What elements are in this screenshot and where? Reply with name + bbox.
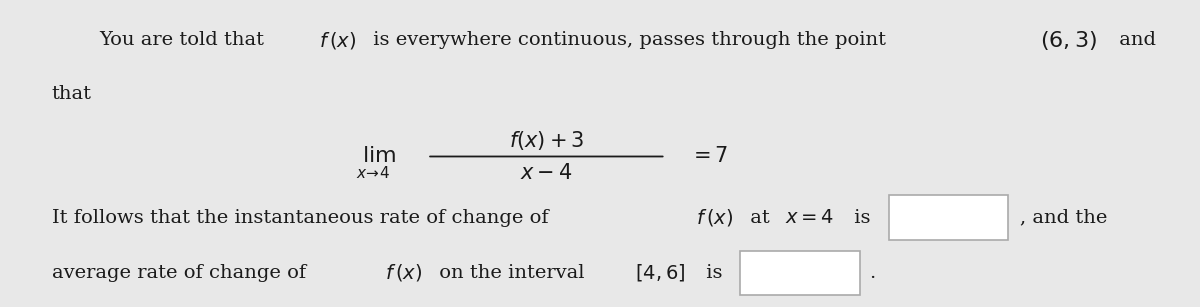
- Text: is: is: [848, 209, 870, 227]
- Text: $f\,(x)$: $f\,(x)$: [319, 29, 356, 51]
- Text: $= 7$: $= 7$: [689, 146, 728, 166]
- Text: at: at: [744, 209, 775, 227]
- Text: $x = 4$: $x = 4$: [785, 209, 834, 227]
- Text: is: is: [700, 264, 722, 282]
- Text: $x \!\to\! 4$: $x \!\to\! 4$: [355, 165, 390, 181]
- Text: and: and: [1112, 31, 1156, 49]
- Text: You are told that: You are told that: [100, 31, 271, 49]
- Text: , and the: , and the: [1020, 209, 1108, 227]
- Text: is everywhere continuous, passes through the point: is everywhere continuous, passes through…: [366, 31, 892, 49]
- Text: on the interval: on the interval: [433, 264, 590, 282]
- Text: $x - 4$: $x - 4$: [520, 163, 572, 183]
- Text: $(6, 3)$: $(6, 3)$: [1039, 29, 1097, 52]
- Text: $\lim$: $\lim$: [361, 146, 396, 168]
- Text: $f\,(x)$: $f\,(x)$: [385, 262, 422, 283]
- FancyBboxPatch shape: [740, 251, 859, 295]
- Text: It follows that the instantaneous rate of change of: It follows that the instantaneous rate o…: [52, 209, 554, 227]
- Text: $[4, 6]$: $[4, 6]$: [635, 262, 685, 283]
- Text: $f\,(x)$: $f\,(x)$: [696, 207, 733, 228]
- Text: .: .: [869, 264, 875, 282]
- FancyBboxPatch shape: [889, 195, 1008, 240]
- Text: $f(x)+3$: $f(x)+3$: [509, 129, 584, 152]
- Text: average rate of change of: average rate of change of: [52, 264, 312, 282]
- Text: that: that: [52, 85, 92, 103]
